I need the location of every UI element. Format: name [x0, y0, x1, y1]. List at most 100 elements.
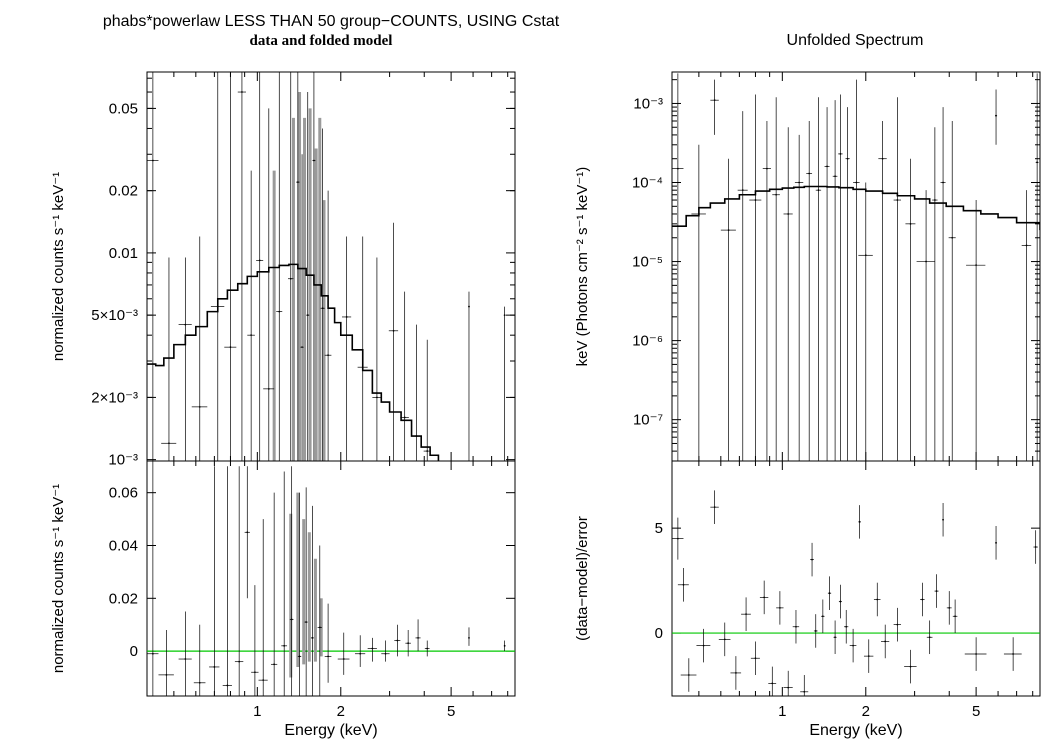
- data-point: [468, 305, 470, 308]
- plot-area: [672, 490, 1040, 696]
- data-point: [311, 637, 314, 639]
- panel-top-left: 0.05 0.02 0.01 5×10⁻³ 2×10⁻³ 10⁻³ normalized c…: [50, 71, 516, 469]
- data-point: [253, 671, 256, 674]
- y-tick-label: 10⁻³: [108, 452, 138, 469]
- data-point: [858, 520, 861, 523]
- data-point: [198, 681, 201, 684]
- y-tick-label: 0: [130, 643, 138, 660]
- data-point: [283, 644, 286, 647]
- y-tick-label: 0.05: [109, 100, 138, 117]
- data-point: [855, 181, 858, 184]
- data-point: [713, 506, 716, 509]
- data-point: [238, 660, 241, 663]
- data-point: [702, 644, 705, 647]
- y-axis-label: normalized counts s⁻¹ keV⁻¹: [50, 172, 67, 361]
- data-point: [184, 658, 187, 660]
- y-tick-label: 10⁻⁵: [632, 254, 663, 271]
- data-point: [745, 613, 747, 616]
- x-tick-label: 5: [447, 703, 455, 720]
- data-point: [775, 193, 778, 196]
- data-point: [396, 639, 399, 642]
- panel-top-right: 10⁻³ 10⁻⁴ 10⁻⁵ 10⁻⁶ 10⁻⁷ keV (Photons cm⁻² s⁻…: [574, 71, 1041, 462]
- plot-frame: [671, 460, 1041, 697]
- data-point: [763, 596, 766, 599]
- model-step-line: [672, 185, 1040, 231]
- data-point: [951, 236, 954, 239]
- data-point: [942, 181, 944, 184]
- data-point: [305, 621, 308, 623]
- data-point: [384, 652, 387, 655]
- x-tick-label: 2: [337, 703, 345, 720]
- data-point: [828, 592, 831, 595]
- data-point: [313, 159, 315, 162]
- data-point: [933, 199, 936, 201]
- data-point: [826, 165, 828, 168]
- left-subtitle: data and folded model: [250, 33, 393, 49]
- data-point: [229, 346, 232, 349]
- plot-area: [147, 72, 515, 461]
- data-point: [928, 636, 931, 639]
- panel-bottom-right: 5 0 1 2 5 Energy (keV) (data−model)/error: [574, 460, 1041, 739]
- data-point: [290, 618, 293, 621]
- data-point: [896, 623, 899, 626]
- data-point: [787, 686, 790, 689]
- y-tick-label: 0.02: [109, 590, 138, 607]
- y-tick-label: 2×10⁻³: [91, 389, 138, 406]
- plot-frame: [146, 71, 516, 462]
- data-point: [241, 91, 243, 93]
- data-point: [417, 637, 419, 639]
- plot-area: [672, 73, 1040, 461]
- data-point: [846, 157, 849, 160]
- x-axis-label: Energy (keV): [284, 722, 377, 739]
- data-point: [864, 254, 867, 257]
- data-point: [723, 638, 726, 641]
- data-point: [852, 644, 854, 647]
- data-point: [1012, 653, 1015, 655]
- data-point: [845, 625, 848, 628]
- data-point: [213, 666, 216, 668]
- data-point: [321, 307, 324, 310]
- data-point: [808, 172, 811, 175]
- data-point: [954, 615, 957, 618]
- data-point: [925, 260, 927, 263]
- data-point: [766, 167, 768, 170]
- data-point: [803, 690, 806, 693]
- data-point: [246, 531, 249, 534]
- data-point: [741, 189, 744, 192]
- data-point: [778, 606, 781, 609]
- y-axis-label: keV (Photons cm⁻² s⁻¹ keV⁻¹): [574, 167, 591, 367]
- data-point: [250, 334, 253, 337]
- data-point: [975, 653, 978, 655]
- plot-area: [147, 461, 515, 696]
- data-point: [821, 615, 824, 618]
- y-tick-label: 0.04: [109, 537, 138, 554]
- data-point: [754, 199, 757, 201]
- data-point: [151, 159, 154, 162]
- data-point: [935, 590, 938, 592]
- y-tick-label: 5: [655, 520, 663, 537]
- data-point: [798, 181, 801, 184]
- x-tick-label: 2: [862, 703, 870, 720]
- data-point: [503, 644, 506, 647]
- data-point: [814, 630, 817, 632]
- data-point: [867, 655, 870, 658]
- data-point: [426, 647, 429, 650]
- data-point: [273, 663, 276, 666]
- x-tick-label: 5: [972, 703, 980, 720]
- data-point: [909, 665, 912, 668]
- y-tick-label: 10⁻³: [633, 95, 663, 112]
- data-point: [392, 329, 395, 332]
- y-tick-label: 5×10⁻³: [91, 307, 138, 324]
- data-point: [359, 652, 362, 655]
- y-tick-label: 0.01: [109, 245, 138, 262]
- data-point: [876, 598, 879, 601]
- data-point: [727, 229, 730, 232]
- data-point: [226, 684, 229, 687]
- y-axis-label: normalized counts s⁻¹ keV⁻¹: [50, 484, 67, 673]
- data-point: [948, 606, 951, 609]
- panels: 0.05 0.02 0.01 5×10⁻³ 2×10⁻³ 10⁻³ normalized c…: [50, 71, 1041, 739]
- data-point: [371, 647, 374, 650]
- data-point: [468, 637, 470, 639]
- data-point: [342, 658, 345, 660]
- data-point: [995, 114, 997, 117]
